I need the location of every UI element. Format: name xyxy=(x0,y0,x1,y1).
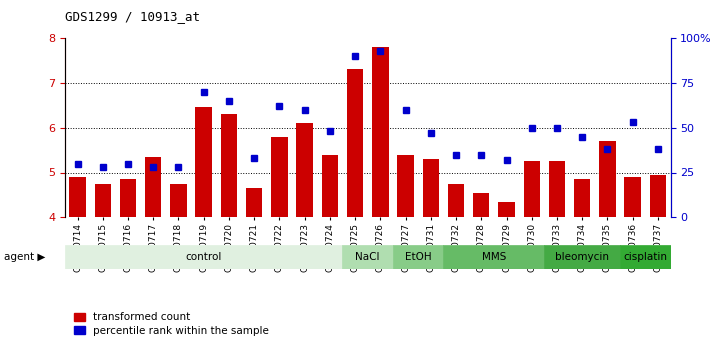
Bar xyxy=(448,184,464,217)
Bar xyxy=(342,245,393,269)
Bar xyxy=(620,245,671,269)
Bar xyxy=(69,177,86,217)
Bar xyxy=(94,184,111,217)
Bar xyxy=(271,137,288,217)
Bar xyxy=(322,155,338,217)
Bar xyxy=(120,179,136,217)
Bar xyxy=(246,188,262,217)
Text: NaCl: NaCl xyxy=(355,252,380,262)
Bar xyxy=(393,245,443,269)
Bar xyxy=(423,159,439,217)
Bar xyxy=(574,179,590,217)
Bar xyxy=(523,161,540,217)
Bar xyxy=(221,114,237,217)
Bar xyxy=(599,141,616,217)
Bar xyxy=(650,175,666,217)
Text: GDS1299 / 10913_at: GDS1299 / 10913_at xyxy=(65,10,200,23)
Bar xyxy=(549,161,565,217)
Bar xyxy=(473,193,490,217)
Bar xyxy=(65,245,342,269)
Text: MMS: MMS xyxy=(482,252,506,262)
Bar xyxy=(347,69,363,217)
Bar xyxy=(372,47,389,217)
Bar xyxy=(195,107,212,217)
Bar xyxy=(397,155,414,217)
Bar xyxy=(443,245,544,269)
Legend: transformed count, percentile rank within the sample: transformed count, percentile rank withi… xyxy=(70,308,273,340)
Bar xyxy=(624,177,641,217)
Text: agent ▶: agent ▶ xyxy=(4,252,45,262)
Text: control: control xyxy=(185,252,222,262)
Bar xyxy=(544,245,620,269)
Text: bleomycin: bleomycin xyxy=(555,252,609,262)
Text: EtOH: EtOH xyxy=(405,252,431,262)
Bar xyxy=(170,184,187,217)
Bar xyxy=(145,157,162,217)
Text: cisplatin: cisplatin xyxy=(623,252,668,262)
Bar xyxy=(498,201,515,217)
Bar xyxy=(296,123,313,217)
